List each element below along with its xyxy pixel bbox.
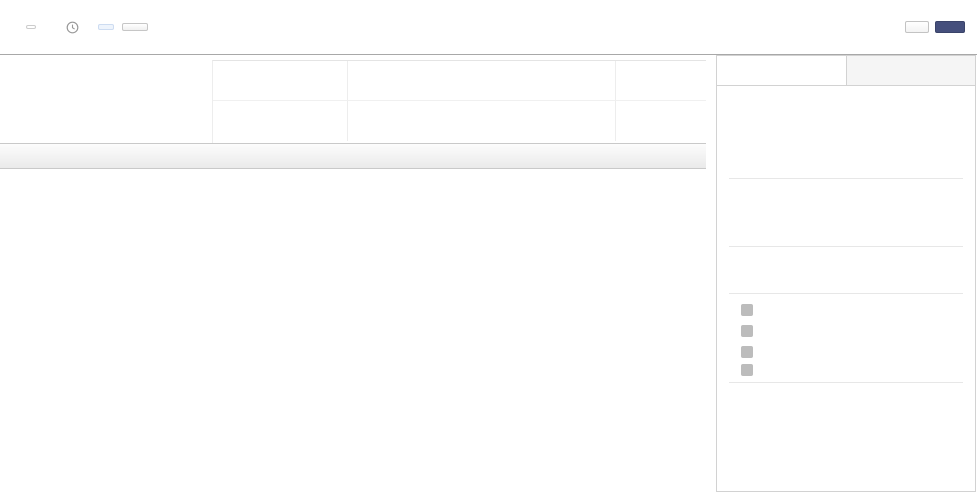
- panel-tabs: [717, 56, 975, 86]
- info-row-industry-change: [729, 416, 963, 437]
- quote-table: [212, 60, 706, 143]
- header-actions: [905, 21, 965, 33]
- tab-orderbook-10[interactable]: [845, 56, 975, 85]
- info-row-pbr-bps: [729, 341, 963, 362]
- market-badge: [26, 25, 36, 29]
- company-overview-dropdown[interactable]: [122, 23, 148, 31]
- info-row-industry-per: [729, 395, 963, 416]
- clock-icon: [66, 21, 79, 33]
- info-row-est-per-eps: [729, 320, 963, 341]
- tab-investor-info[interactable]: [717, 56, 846, 85]
- help-icon[interactable]: [741, 303, 753, 316]
- help-icon[interactable]: [741, 324, 753, 337]
- chart-toolbar: [0, 143, 706, 169]
- stock-header: [0, 0, 977, 55]
- info-row-market-cap-rank: [729, 116, 963, 137]
- quote-low-cell: [347, 101, 615, 141]
- info-row-par-value: [729, 158, 963, 179]
- realtime-badge[interactable]: [98, 24, 114, 30]
- quote-amount-cell: [615, 101, 706, 141]
- price-volume-chart[interactable]: [0, 169, 706, 489]
- info-row-foreign-held: [729, 205, 963, 226]
- info-row-opinion-target: [729, 252, 963, 273]
- investor-info-body: [717, 86, 975, 437]
- quote-high-cell: [347, 61, 615, 101]
- quote-volume-cell: [615, 61, 706, 101]
- quick-order-button[interactable]: [935, 21, 965, 33]
- help-icon[interactable]: [741, 363, 753, 376]
- stock-chart-area: [0, 169, 706, 491]
- price-change-row: [13, 76, 212, 90]
- info-row-foreign-limit: [729, 184, 963, 205]
- investor-info-panel: [716, 55, 976, 492]
- info-row-dividend-yield: [729, 362, 963, 383]
- chart-column: [0, 55, 706, 492]
- main-content: [0, 55, 977, 492]
- info-row-shares-outstanding: [729, 137, 963, 158]
- info-row-market-cap: [729, 95, 963, 116]
- info-row-foreign-ratio: [729, 226, 963, 247]
- quote-prev-cell: [213, 61, 347, 101]
- quote-open-cell: [213, 101, 347, 141]
- help-icon[interactable]: [741, 345, 753, 358]
- price-summary: [0, 55, 706, 143]
- info-row-52week-high-low: [729, 273, 963, 294]
- my-stock-add-button[interactable]: [905, 21, 929, 33]
- quote-date-group: [66, 21, 84, 34]
- info-row-per-eps: [729, 299, 963, 320]
- current-price-box: [0, 55, 212, 143]
